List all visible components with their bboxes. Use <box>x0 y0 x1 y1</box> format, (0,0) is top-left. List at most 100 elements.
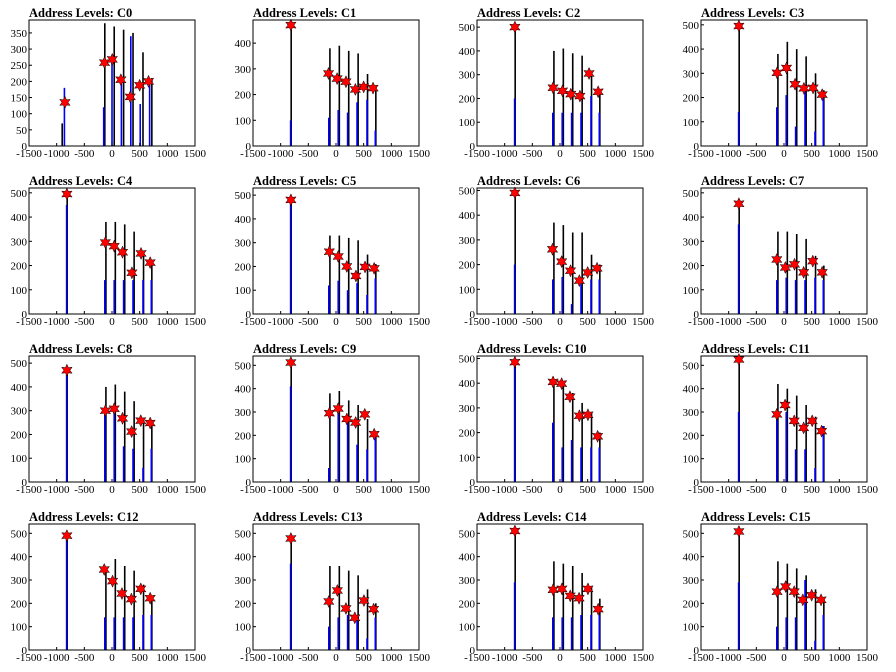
x-tick-label: 1000 <box>604 484 627 496</box>
x-tick-label: -1500 <box>240 484 266 496</box>
y-tick-label: 500 <box>235 360 252 372</box>
chart-title: Address Levels: C7 <box>701 174 804 188</box>
y-tick-label: 0 <box>694 477 700 489</box>
peak-marker <box>126 266 138 280</box>
x-tick-label: -500 <box>746 652 767 664</box>
chart-title: Address Levels: C6 <box>477 174 580 188</box>
y-tick-label: 100 <box>459 622 476 634</box>
plot-frame <box>28 355 196 483</box>
peak-marker <box>59 95 71 109</box>
y-tick-label: 400 <box>459 210 476 222</box>
chart-panel: Address Levels: C10 0 100 200 300 400 500 -1500… <box>459 342 655 496</box>
x-tick-label: 0 <box>109 148 115 160</box>
y-tick-label: 100 <box>11 109 28 121</box>
chart-title: Address Levels: C2 <box>477 6 580 20</box>
peak-marker <box>340 601 352 616</box>
chart-panel: Address Levels: C30100200300400500-1500-… <box>683 6 879 160</box>
chart-title: Address Levels: C12 <box>29 510 139 524</box>
peak-marker <box>61 187 73 201</box>
peak-marker <box>359 260 371 274</box>
x-tick-label: -1000 <box>44 484 70 496</box>
peak-marker <box>788 414 800 428</box>
chart-panel: Address Levels: C50100200300400500-1500-… <box>235 174 431 328</box>
peak-marker <box>135 414 147 428</box>
peak-marker <box>733 524 745 539</box>
peak-marker <box>115 73 127 87</box>
y-tick-label: 0 <box>470 477 476 489</box>
x-tick-label: 500 <box>355 484 372 496</box>
x-tick-label: 0 <box>109 316 115 328</box>
peak-marker <box>359 407 371 421</box>
peak-marker <box>135 582 147 596</box>
y-tick-label: 100 <box>11 453 28 465</box>
x-tick-label: 0 <box>557 148 563 160</box>
y-tick-label: 400 <box>683 212 700 224</box>
y-tick-label: 200 <box>459 598 476 610</box>
y-tick-label: 350 <box>11 28 28 40</box>
x-tick-label: -500 <box>522 484 543 496</box>
peak-marker <box>779 579 792 594</box>
y-tick-label: 500 <box>459 185 476 197</box>
plot-frame <box>476 19 644 147</box>
y-tick-label: 100 <box>235 622 252 634</box>
x-tick-label: 1500 <box>408 316 431 328</box>
x-tick-label: 0 <box>781 316 787 328</box>
peak-marker <box>285 18 297 32</box>
y-tick-label: 100 <box>235 285 252 297</box>
y-tick-label: 400 <box>235 38 252 50</box>
x-tick-label: -500 <box>74 484 95 496</box>
y-tick-label: 200 <box>683 598 700 610</box>
peak-marker <box>564 264 577 278</box>
peak-marker <box>815 593 827 607</box>
peak-marker <box>509 355 521 369</box>
peak-marker <box>546 242 559 256</box>
plot-frame <box>252 523 420 651</box>
peak-marker <box>509 186 521 200</box>
peak-marker <box>816 88 828 102</box>
peak-marker <box>106 574 119 588</box>
y-tick-label: 300 <box>235 575 252 587</box>
x-tick-label: 0 <box>781 148 787 160</box>
y-tick-label: 0 <box>470 141 476 153</box>
y-tick-label: 0 <box>470 645 476 657</box>
peak-marker <box>116 411 129 425</box>
x-tick-label: -1000 <box>268 484 294 496</box>
peak-marker <box>340 75 352 89</box>
y-tick-label: 0 <box>22 477 28 489</box>
y-tick-label: 0 <box>694 309 700 321</box>
x-tick-label: -500 <box>746 148 767 160</box>
y-tick-label: 0 <box>694 645 700 657</box>
x-tick-label: 1000 <box>828 484 851 496</box>
x-tick-label: 1500 <box>632 316 655 328</box>
peak-marker <box>142 74 155 88</box>
peak-marker <box>125 424 138 439</box>
y-tick-label: 400 <box>11 212 28 224</box>
x-tick-label: 500 <box>579 484 596 496</box>
peak-marker <box>331 72 343 86</box>
peak-marker <box>806 414 818 428</box>
y-tick-label: 300 <box>459 235 476 247</box>
peak-marker <box>98 562 110 577</box>
x-tick-label: -500 <box>74 148 95 160</box>
x-tick-label: -1500 <box>688 316 714 328</box>
x-tick-label: -500 <box>298 652 319 664</box>
y-tick-label: 500 <box>683 360 700 372</box>
y-tick-label: 100 <box>235 115 252 127</box>
x-tick-label: -1000 <box>268 652 294 664</box>
x-tick-label: -500 <box>298 316 319 328</box>
chart-title: Address Levels: C8 <box>29 342 132 356</box>
y-tick-label: 100 <box>235 454 252 466</box>
y-tick-label: 200 <box>11 76 28 88</box>
y-tick-label: 200 <box>235 598 252 610</box>
x-tick-label: 1000 <box>828 148 851 160</box>
peak-marker <box>350 269 362 283</box>
peak-marker <box>144 591 156 605</box>
peak-marker <box>285 193 297 207</box>
x-tick-label: 1500 <box>184 484 207 496</box>
y-tick-label: 0 <box>694 141 700 153</box>
y-tick-label: 0 <box>470 309 476 321</box>
y-tick-label: 200 <box>11 261 28 273</box>
y-tick-label: 500 <box>459 353 476 365</box>
chart-panel: Address Levels: C12 0 100 200 300 400 500 -1500… <box>11 510 207 664</box>
x-tick-label: -1500 <box>464 652 490 664</box>
